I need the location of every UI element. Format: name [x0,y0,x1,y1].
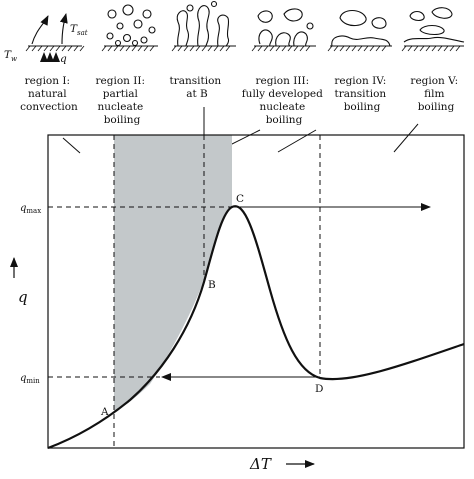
point-b-label: B [208,279,216,291]
point-d-label: D [315,383,323,395]
transition-b-label: transition at B [169,75,224,100]
q-flux-label: q [60,53,67,65]
boiling-sketches [25,0,465,62]
region-3-label: region III: fully developed nucleate boi… [242,75,326,126]
shaded-nucleate-region [114,135,232,412]
point-a-label: A [100,406,109,418]
region-5-label: region V: film boiling [410,75,461,113]
region-labels: region I: natural convection region II: … [20,75,461,126]
tw-label: Tw [4,49,17,63]
plot-frame [47,134,465,449]
qmax-label: qmax [20,203,41,215]
sketch-transition-b [171,0,236,52]
region-4-label: region IV: transition boiling [334,75,389,113]
region-2-label: region II: partial nucleate boiling [96,75,149,126]
sketch-natural-convection [25,13,85,62]
tsat-label: Tsat [70,23,88,37]
sketch-partial-nucleate [101,4,158,52]
sketch-transition-boiling [327,9,392,52]
region-1-label: region I: natural convection [20,75,78,113]
point-c-label: C [236,193,244,205]
x-axis-label: ΔT [249,455,272,473]
sketch-film-boiling [401,7,465,52]
sketch-fully-nucleate [251,8,316,52]
boiling-curve [47,205,465,450]
qmin-label: qmin [20,373,40,385]
dashed-guides [48,135,321,448]
y-axis-label: q [18,288,28,306]
